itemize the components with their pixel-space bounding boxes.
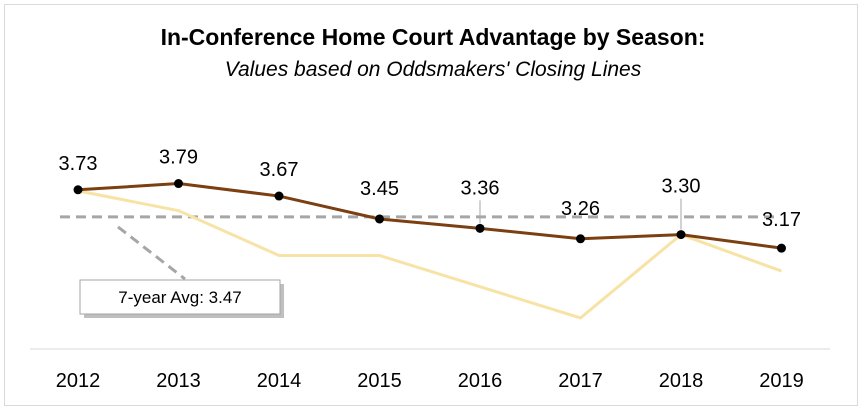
data-label-2018: 3.30 <box>662 176 701 198</box>
data-point-2018 <box>676 230 686 240</box>
data-labels: 3.73 3.79 3.67 3.45 3.36 3.26 3.30 3.17 <box>59 147 801 232</box>
x-tick-label-2018: 2018 <box>659 370 704 392</box>
data-point-2017 <box>576 234 585 244</box>
series-line-secondary <box>77 189 783 320</box>
data-point-2015 <box>375 214 384 224</box>
data-point-2016 <box>475 223 485 233</box>
data-label-2014: 3.67 <box>260 159 299 181</box>
x-axis-ticks: 2012 2013 2014 2015 2016 2017 2018 2019 <box>56 370 804 392</box>
data-points <box>73 179 786 253</box>
series-line-primary <box>77 182 782 250</box>
x-tick-label-2016: 2016 <box>458 370 503 392</box>
data-label-2019: 3.17 <box>762 209 801 231</box>
data-label-2015: 3.45 <box>360 178 399 200</box>
data-label-2012: 3.73 <box>59 153 98 175</box>
average-callout-box <box>79 279 281 315</box>
data-label-2013: 3.79 <box>159 147 198 169</box>
data-point-2014 <box>274 191 284 201</box>
average-callout-leader <box>117 225 186 281</box>
x-tick-label-2012: 2012 <box>56 370 101 392</box>
data-point-2013 <box>174 179 183 189</box>
chart-title: In-Conference Home Court Advantage by Se… <box>160 24 706 50</box>
average-callout-label: 7-year Avg: 3.47 <box>118 288 242 307</box>
average-callout: 7-year Avg: 3.47 <box>79 279 284 318</box>
data-point-2012 <box>73 185 83 195</box>
x-tick-label-2017: 2017 <box>558 370 603 392</box>
x-tick-label-2015: 2015 <box>357 370 402 392</box>
data-label-2017: 3.26 <box>561 198 600 220</box>
x-tick-label-2013: 2013 <box>156 370 201 392</box>
x-tick-label-2019: 2019 <box>759 370 804 392</box>
x-tick-label-2014: 2014 <box>257 370 302 392</box>
data-label-leaders <box>479 198 682 230</box>
data-label-2016: 3.36 <box>461 177 500 199</box>
data-point-2019 <box>777 243 786 253</box>
chart-subtitle: Values based on Oddsmakers' Closing Line… <box>224 58 642 81</box>
